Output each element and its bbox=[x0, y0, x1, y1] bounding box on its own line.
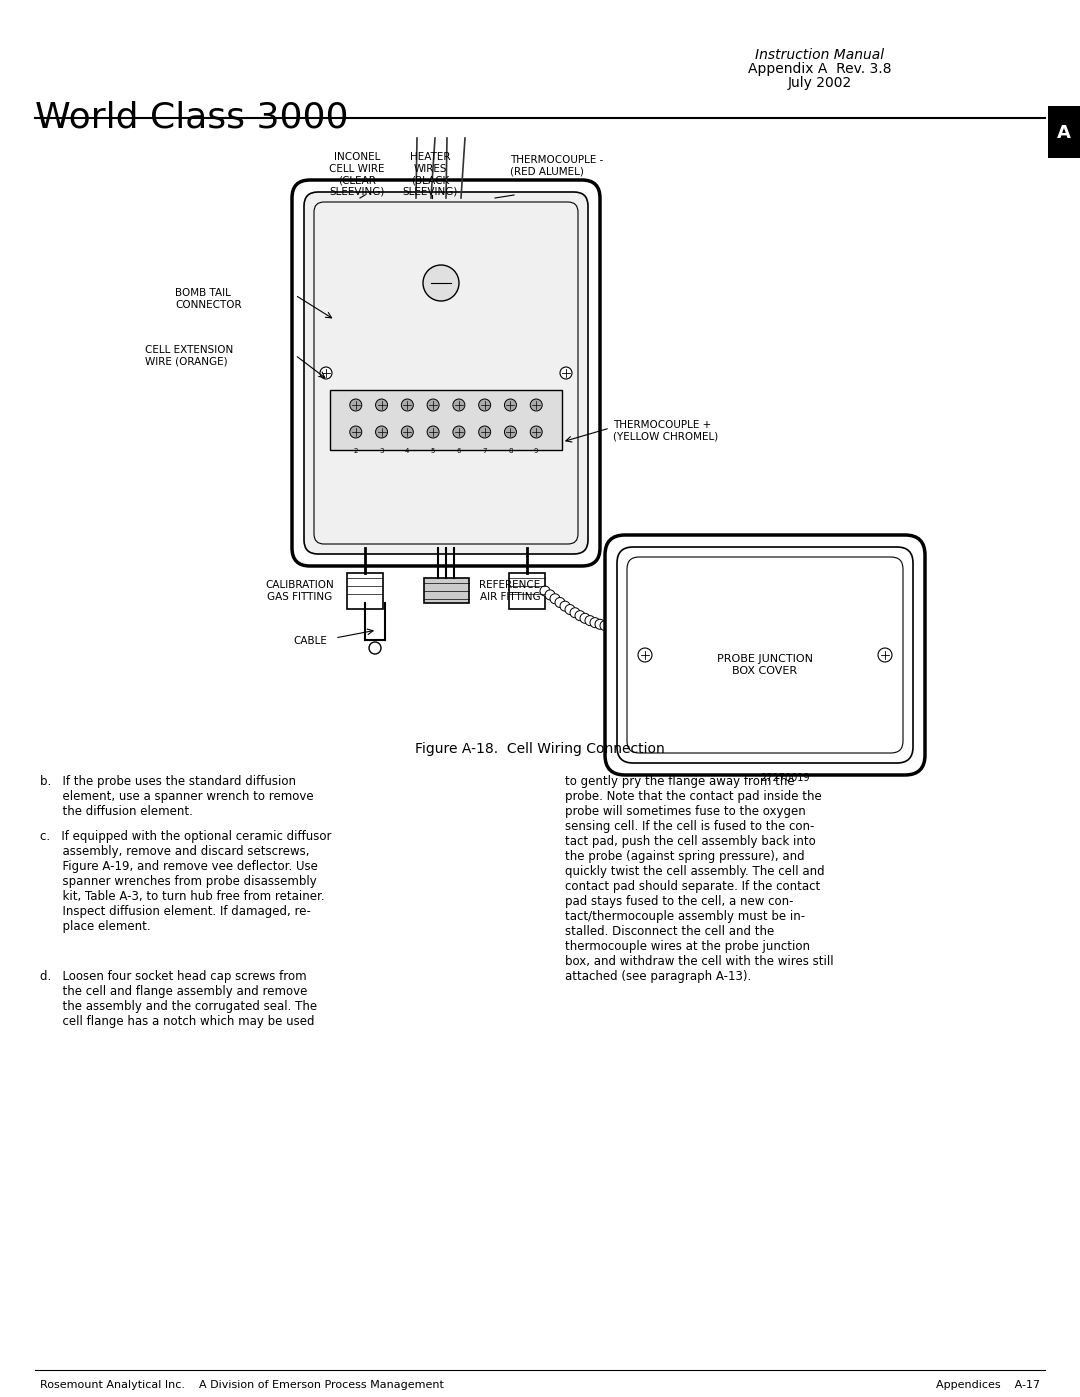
Circle shape bbox=[320, 367, 332, 379]
FancyBboxPatch shape bbox=[292, 180, 600, 566]
Text: CALIBRATION
GAS FITTING: CALIBRATION GAS FITTING bbox=[266, 580, 335, 602]
Text: INCONEL
CELL WIRE
(CLEAR
SLEEVING): INCONEL CELL WIRE (CLEAR SLEEVING) bbox=[329, 152, 384, 197]
Circle shape bbox=[545, 590, 555, 599]
Bar bbox=[424, 578, 469, 604]
Text: to gently pry the flange away from the
probe. Note that the contact pad inside t: to gently pry the flange away from the p… bbox=[565, 775, 834, 983]
Circle shape bbox=[565, 605, 575, 615]
Circle shape bbox=[402, 400, 414, 411]
Circle shape bbox=[878, 648, 892, 662]
Circle shape bbox=[504, 426, 516, 439]
Text: CABLE: CABLE bbox=[293, 636, 327, 645]
Circle shape bbox=[638, 648, 652, 662]
Circle shape bbox=[376, 400, 388, 411]
Circle shape bbox=[645, 622, 654, 631]
Circle shape bbox=[580, 613, 590, 623]
Circle shape bbox=[350, 400, 362, 411]
FancyBboxPatch shape bbox=[627, 557, 903, 753]
Text: Appendix A  Rev. 3.8: Appendix A Rev. 3.8 bbox=[748, 61, 892, 75]
Text: 7: 7 bbox=[483, 448, 487, 454]
Text: July 2002: July 2002 bbox=[788, 75, 852, 89]
Text: HEATER
WIRES
(BLACK
SLEEVING): HEATER WIRES (BLACK SLEEVING) bbox=[403, 152, 458, 197]
Text: d.   Loosen four socket head cap screws from
      the cell and flange assembly : d. Loosen four socket head cap screws fr… bbox=[40, 970, 318, 1028]
Circle shape bbox=[550, 594, 561, 604]
Text: Instruction Manual: Instruction Manual bbox=[755, 47, 885, 61]
Circle shape bbox=[402, 426, 414, 439]
Text: 5: 5 bbox=[431, 448, 435, 454]
Circle shape bbox=[530, 426, 542, 439]
Text: 8: 8 bbox=[509, 448, 513, 454]
Text: 2: 2 bbox=[353, 448, 357, 454]
FancyBboxPatch shape bbox=[617, 548, 913, 763]
Circle shape bbox=[630, 623, 640, 633]
Circle shape bbox=[595, 619, 605, 629]
Text: b.   If the probe uses the standard diffusion
      element, use a spanner wrenc: b. If the probe uses the standard diffus… bbox=[40, 775, 313, 819]
Circle shape bbox=[478, 426, 490, 439]
Circle shape bbox=[478, 400, 490, 411]
Text: REFERENCE
AIR FITTING: REFERENCE AIR FITTING bbox=[480, 580, 541, 602]
FancyBboxPatch shape bbox=[1048, 106, 1080, 158]
Circle shape bbox=[620, 623, 630, 633]
Circle shape bbox=[635, 622, 645, 631]
Text: PROBE JUNCTION
BOX COVER: PROBE JUNCTION BOX COVER bbox=[717, 654, 813, 676]
Circle shape bbox=[423, 265, 459, 300]
Circle shape bbox=[605, 622, 615, 631]
Circle shape bbox=[610, 622, 620, 633]
Text: 4: 4 bbox=[405, 448, 409, 454]
Circle shape bbox=[585, 616, 595, 626]
Circle shape bbox=[504, 400, 516, 411]
Circle shape bbox=[427, 400, 440, 411]
Text: 6: 6 bbox=[457, 448, 461, 454]
FancyBboxPatch shape bbox=[303, 191, 588, 555]
Text: 9: 9 bbox=[534, 448, 539, 454]
Circle shape bbox=[625, 623, 635, 633]
Bar bbox=[509, 573, 545, 609]
Text: Rosemount Analytical Inc.    A Division of Emerson Process Management: Rosemount Analytical Inc. A Division of … bbox=[40, 1380, 444, 1390]
FancyBboxPatch shape bbox=[605, 535, 924, 775]
Circle shape bbox=[561, 601, 570, 610]
Circle shape bbox=[530, 400, 542, 411]
Text: World Class 3000: World Class 3000 bbox=[35, 101, 349, 134]
Text: BOMB TAIL
CONNECTOR: BOMB TAIL CONNECTOR bbox=[175, 288, 242, 310]
Text: 3: 3 bbox=[379, 448, 383, 454]
Circle shape bbox=[561, 367, 572, 379]
Circle shape bbox=[640, 622, 650, 631]
Circle shape bbox=[575, 610, 585, 620]
FancyBboxPatch shape bbox=[314, 203, 578, 543]
Text: Appendices    A-17: Appendices A-17 bbox=[936, 1380, 1040, 1390]
Circle shape bbox=[350, 426, 362, 439]
Text: c.   If equipped with the optional ceramic diffusor
      assembly, remove and d: c. If equipped with the optional ceramic… bbox=[40, 830, 332, 933]
Text: THERMOCOUPLE -
(RED ALUMEL): THERMOCOUPLE - (RED ALUMEL) bbox=[510, 155, 604, 176]
Bar bbox=[347, 573, 383, 609]
Circle shape bbox=[590, 617, 600, 627]
Text: Figure A-18.  Cell Wiring Connection: Figure A-18. Cell Wiring Connection bbox=[415, 742, 665, 756]
Circle shape bbox=[615, 623, 625, 633]
Text: A: A bbox=[1057, 124, 1071, 142]
Circle shape bbox=[600, 620, 610, 630]
Circle shape bbox=[376, 426, 388, 439]
Circle shape bbox=[570, 608, 580, 617]
Circle shape bbox=[369, 643, 381, 654]
Circle shape bbox=[540, 585, 550, 597]
Text: THERMOCOUPLE +
(YELLOW CHROMEL): THERMOCOUPLE + (YELLOW CHROMEL) bbox=[613, 420, 718, 441]
Text: 27270019: 27270019 bbox=[760, 773, 810, 782]
Bar bbox=[330, 390, 562, 450]
Circle shape bbox=[555, 598, 565, 608]
Circle shape bbox=[453, 400, 464, 411]
Circle shape bbox=[427, 426, 440, 439]
Circle shape bbox=[453, 426, 464, 439]
Text: CELL EXTENSION
WIRE (ORANGE): CELL EXTENSION WIRE (ORANGE) bbox=[145, 345, 233, 366]
